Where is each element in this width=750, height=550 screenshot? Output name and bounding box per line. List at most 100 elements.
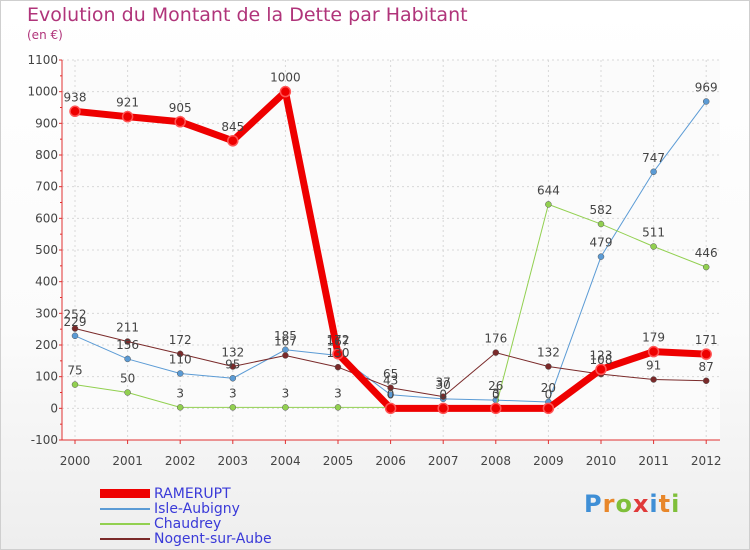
data-point-Chaudrey bbox=[176, 404, 184, 411]
x-tick-label: 2012 bbox=[691, 454, 722, 468]
data-point-Nogent-sur-Aube bbox=[439, 393, 447, 400]
data-label: 43 bbox=[383, 374, 398, 388]
data-label: 176 bbox=[484, 332, 507, 346]
y-tick-label: 800 bbox=[35, 148, 58, 162]
chart-subtitle: (en €) bbox=[27, 28, 63, 42]
x-tick-label: 2001 bbox=[112, 454, 143, 468]
data-point-RAMERUPT bbox=[384, 402, 397, 415]
data-point-Nogent-sur-Aube bbox=[229, 363, 237, 370]
data-point-Chaudrey bbox=[282, 404, 289, 411]
data-label: 65 bbox=[383, 367, 398, 381]
y-tick-label: 1100 bbox=[27, 53, 58, 67]
x-tick-label: 2002 bbox=[165, 454, 196, 468]
y-tick-label: 500 bbox=[35, 243, 58, 257]
data-point-Chaudrey bbox=[650, 243, 657, 250]
legend-swatch bbox=[100, 507, 150, 510]
legend-item: Isle-Aubigny bbox=[100, 501, 272, 517]
data-label: 747 bbox=[642, 151, 665, 165]
data-label: 845 bbox=[221, 120, 244, 134]
logo-letter: P bbox=[584, 490, 603, 518]
data-label: 91 bbox=[646, 359, 661, 373]
proxiti-logo: Proxiti bbox=[584, 490, 680, 518]
x-tick-label: 2000 bbox=[60, 454, 91, 468]
x-tick-label: 2005 bbox=[323, 454, 354, 468]
data-label: 108 bbox=[590, 353, 613, 367]
y-tick-label: 200 bbox=[35, 338, 58, 352]
data-point-Chaudrey bbox=[71, 381, 79, 388]
data-label: 0 bbox=[439, 387, 447, 401]
data-label: 3 bbox=[176, 386, 184, 400]
legend-item: Nogent-sur-Aube bbox=[100, 530, 272, 547]
data-point-Isle-Aubigny bbox=[650, 168, 657, 176]
data-label: 75 bbox=[67, 364, 82, 378]
legend-swatch bbox=[100, 537, 150, 540]
data-label: 582 bbox=[590, 203, 613, 217]
x-tick-label: 2009 bbox=[533, 454, 564, 468]
data-point-Chaudrey bbox=[597, 220, 605, 228]
data-point-Nogent-sur-Aube bbox=[545, 363, 552, 370]
y-tick-label: 400 bbox=[35, 275, 58, 289]
logo-letter: o bbox=[615, 490, 633, 518]
data-label: 132 bbox=[221, 346, 244, 360]
logo-letter: i bbox=[671, 490, 681, 518]
legend-label: Chaudrey bbox=[154, 515, 222, 532]
legend-swatch bbox=[100, 522, 150, 525]
data-point-Isle-Aubigny bbox=[71, 332, 79, 340]
data-point-Chaudrey bbox=[334, 404, 342, 411]
data-point-Isle-Aubigny bbox=[702, 98, 710, 105]
y-tick-label: 0 bbox=[50, 401, 58, 415]
chart-title: Evolution du Montant de la Dette par Hab… bbox=[27, 4, 468, 26]
data-label: 37 bbox=[436, 376, 451, 390]
legend-label: RAMERUPT bbox=[154, 485, 231, 502]
data-label: 123 bbox=[590, 348, 613, 362]
legend: RAMERUPT Isle-Aubigny Chaudrey Nogent-sur-A… bbox=[100, 485, 272, 547]
data-label: 511 bbox=[642, 226, 665, 240]
data-label: 0 bbox=[387, 387, 395, 401]
data-point-RAMERUPT bbox=[279, 85, 292, 98]
data-point-Nogent-sur-Aube bbox=[71, 325, 79, 332]
data-label: 130 bbox=[327, 346, 350, 360]
data-point-Chaudrey bbox=[124, 389, 131, 396]
data-label: 3 bbox=[229, 386, 237, 400]
data-point-RAMERUPT bbox=[490, 402, 502, 415]
logo-letter: x bbox=[632, 490, 650, 518]
data-label: 95 bbox=[225, 357, 240, 371]
data-label: 167 bbox=[327, 334, 350, 348]
data-point-RAMERUPT bbox=[437, 402, 449, 415]
data-label: 156 bbox=[116, 338, 139, 352]
data-point-Nogent-sur-Aube bbox=[124, 338, 131, 345]
data-label: 171 bbox=[695, 333, 718, 347]
y-tick-label: 600 bbox=[35, 211, 58, 225]
data-label: 132 bbox=[537, 346, 560, 360]
data-point-Isle-Aubigny bbox=[124, 355, 131, 363]
data-label: 172 bbox=[327, 333, 350, 347]
data-label: 110 bbox=[169, 353, 192, 367]
data-point-Chaudrey bbox=[702, 263, 710, 271]
data-point-Nogent-sur-Aube bbox=[492, 349, 500, 356]
data-point-Chaudrey bbox=[545, 201, 552, 208]
y-tick-label: 700 bbox=[35, 180, 58, 194]
data-point-Isle-Aubigny bbox=[176, 370, 184, 377]
data-point-Nogent-sur-Aube bbox=[702, 377, 710, 385]
x-tick-label: 2007 bbox=[428, 454, 459, 468]
data-point-RAMERUPT bbox=[332, 348, 344, 360]
data-label: 20 bbox=[541, 381, 556, 395]
x-tick-label: 2003 bbox=[218, 454, 249, 468]
y-tick-label: -100 bbox=[31, 433, 58, 447]
data-label: 185 bbox=[274, 329, 297, 343]
y-tick-label: 900 bbox=[35, 116, 58, 130]
data-point-Nogent-sur-Aube bbox=[334, 363, 342, 371]
data-point-RAMERUPT bbox=[700, 348, 712, 360]
data-label: 905 bbox=[169, 101, 192, 115]
data-label: 229 bbox=[64, 315, 87, 329]
data-label: 3 bbox=[492, 386, 500, 400]
data-point-RAMERUPT bbox=[647, 345, 660, 358]
data-label: 167 bbox=[274, 334, 297, 348]
data-point-Isle-Aubigny bbox=[229, 375, 237, 382]
data-label: 969 bbox=[695, 80, 718, 94]
legend-label: Nogent-sur-Aube bbox=[154, 530, 272, 547]
data-label: 644 bbox=[537, 183, 560, 197]
data-label: 0 bbox=[545, 387, 553, 401]
data-point-RAMERUPT bbox=[69, 105, 81, 118]
